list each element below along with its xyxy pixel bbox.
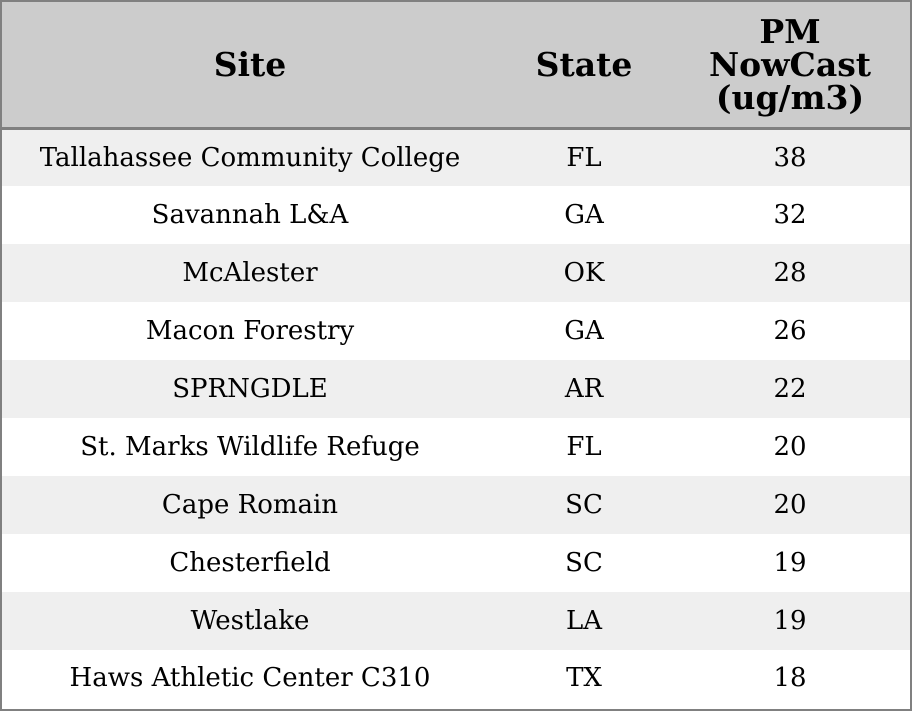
cell-state: LA: [565, 606, 603, 636]
column-header-state: State: [498, 2, 670, 130]
table-row: Chesterfield SC 19: [2, 534, 910, 592]
table-row: St. Marks Wildlife Refuge FL 20: [2, 418, 910, 476]
cell-state: GA: [564, 200, 604, 230]
cell-pm-nowcast: 19: [773, 606, 807, 636]
table-row: Tallahassee Community College FL 38: [2, 128, 910, 186]
table-row: McAlester OK 28: [2, 244, 910, 302]
cell-site: Chesterfield: [169, 548, 331, 578]
table-header: Site State PM NowCast (ug/m3): [2, 2, 910, 130]
column-header-pm-nowcast: PM NowCast (ug/m3): [670, 2, 910, 130]
cell-state: SC: [565, 490, 603, 520]
cell-pm-nowcast: 28: [773, 258, 807, 288]
cell-state: AR: [564, 374, 604, 404]
table-row: Macon Forestry GA 26: [2, 302, 910, 360]
header-row: Site State PM NowCast (ug/m3): [2, 2, 910, 130]
cell-site: Macon Forestry: [145, 316, 355, 346]
cell-state: SC: [565, 548, 603, 578]
cell-pm-nowcast: 19: [773, 548, 807, 578]
cell-state: FL: [566, 432, 602, 462]
cell-pm-nowcast: 20: [773, 432, 807, 462]
cell-state: FL: [566, 142, 602, 173]
cell-pm-nowcast: 38: [773, 142, 807, 173]
table-row: Savannah L&A GA 32: [2, 186, 910, 244]
cell-site: St. Marks Wildlife Refuge: [80, 432, 420, 462]
cell-pm-nowcast: 32: [773, 200, 807, 230]
table-row: Westlake LA 19: [2, 592, 910, 650]
cell-state: GA: [564, 316, 604, 346]
table-row: SPRNGDLE AR 22: [2, 360, 910, 418]
cell-site: SPRNGDLE: [172, 374, 328, 404]
cell-site: Westlake: [190, 606, 310, 636]
cell-site: McAlester: [182, 258, 318, 288]
cell-state: TX: [566, 663, 602, 693]
cell-site: Haws Athletic Center C310: [69, 663, 431, 693]
cell-pm-nowcast: 22: [773, 374, 807, 404]
table-row: Haws Athletic Center C310 TX 18: [2, 650, 910, 706]
cell-pm-nowcast: 20: [773, 490, 807, 520]
cell-pm-nowcast: 26: [773, 316, 807, 346]
column-header-site: Site: [2, 2, 498, 130]
cell-state: OK: [563, 258, 605, 288]
cell-site: Tallahassee Community College: [39, 142, 461, 173]
table-body: Tallahassee Community College FL 38 Savanna…: [2, 128, 910, 706]
cell-pm-nowcast: 18: [773, 663, 807, 693]
table-row: Cape Romain SC 20: [2, 476, 910, 534]
cell-site: Savannah L&A: [151, 200, 349, 230]
cell-site: Cape Romain: [161, 490, 339, 520]
